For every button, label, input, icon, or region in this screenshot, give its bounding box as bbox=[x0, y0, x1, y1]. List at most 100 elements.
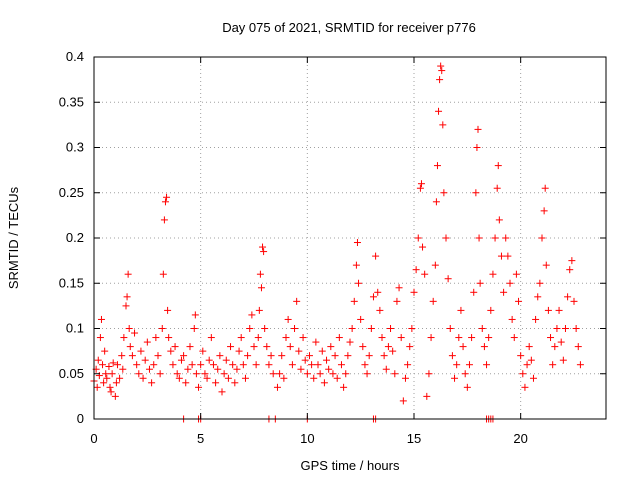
data-point bbox=[286, 343, 294, 351]
data-point bbox=[120, 334, 128, 342]
data-point bbox=[254, 334, 262, 342]
data-point bbox=[160, 216, 168, 224]
data-point bbox=[431, 261, 439, 269]
data-point bbox=[444, 275, 452, 283]
y-tick-label: 0.35 bbox=[59, 94, 84, 109]
data-point bbox=[421, 270, 429, 278]
data-point bbox=[320, 379, 328, 387]
data-point bbox=[293, 297, 301, 305]
data-point bbox=[541, 184, 549, 192]
data-point bbox=[451, 374, 459, 382]
data-point bbox=[372, 252, 380, 260]
data-point bbox=[465, 361, 473, 369]
data-point bbox=[105, 363, 113, 371]
data-point bbox=[126, 343, 134, 351]
data-point bbox=[566, 266, 574, 274]
data-point bbox=[280, 374, 288, 382]
data-point bbox=[350, 297, 358, 305]
data-point bbox=[346, 338, 354, 346]
data-point bbox=[502, 234, 510, 242]
data-point bbox=[171, 343, 179, 351]
data-point bbox=[480, 343, 488, 351]
data-point bbox=[318, 347, 326, 355]
data-point bbox=[325, 365, 333, 373]
data-point bbox=[367, 325, 375, 332]
data-point bbox=[316, 370, 324, 378]
data-point bbox=[111, 392, 119, 400]
data-point bbox=[487, 306, 495, 314]
data-point bbox=[448, 352, 456, 360]
data-point bbox=[97, 315, 105, 323]
data-point bbox=[131, 329, 139, 337]
data-point bbox=[103, 374, 111, 382]
data-point bbox=[335, 334, 343, 342]
data-point bbox=[177, 356, 185, 364]
data-point bbox=[527, 356, 535, 364]
data-point bbox=[96, 334, 104, 342]
data-point bbox=[468, 334, 476, 342]
data-point bbox=[93, 383, 101, 391]
data-point bbox=[303, 370, 311, 378]
data-point bbox=[572, 325, 580, 332]
data-point bbox=[256, 270, 264, 278]
data-point bbox=[547, 334, 555, 342]
data-point bbox=[417, 180, 425, 188]
data-point bbox=[459, 343, 467, 351]
data-point bbox=[182, 379, 190, 387]
data-point bbox=[135, 370, 143, 378]
data-point bbox=[387, 325, 395, 332]
data-point bbox=[534, 293, 542, 301]
data-point bbox=[478, 325, 486, 332]
data-point bbox=[455, 334, 463, 342]
data-point bbox=[154, 352, 162, 360]
data-point bbox=[506, 279, 514, 287]
data-point bbox=[314, 361, 322, 369]
data-point bbox=[553, 325, 561, 332]
data-point bbox=[568, 257, 576, 265]
x-tick-label: 0 bbox=[90, 431, 97, 446]
data-point bbox=[378, 334, 386, 342]
data-point bbox=[216, 352, 224, 360]
data-point bbox=[331, 352, 339, 360]
data-point bbox=[410, 288, 418, 296]
data-point bbox=[538, 234, 546, 242]
data-point bbox=[118, 352, 126, 360]
data-point bbox=[145, 365, 153, 373]
data-point bbox=[429, 297, 437, 305]
data-point bbox=[207, 334, 215, 342]
data-point bbox=[257, 284, 265, 292]
data-point bbox=[165, 334, 173, 342]
data-point bbox=[212, 379, 220, 387]
data-point bbox=[353, 239, 361, 247]
data-point bbox=[102, 370, 110, 378]
data-point bbox=[419, 243, 427, 251]
data-point bbox=[427, 334, 435, 342]
y-tick-label: 0.2 bbox=[66, 230, 84, 245]
data-point bbox=[107, 388, 115, 396]
data-point bbox=[542, 261, 550, 269]
data-point bbox=[521, 383, 529, 391]
data-point bbox=[551, 343, 559, 351]
data-point bbox=[209, 361, 217, 369]
data-point bbox=[133, 361, 141, 369]
data-point bbox=[252, 361, 260, 369]
data-point bbox=[561, 325, 569, 332]
data-point bbox=[397, 334, 405, 342]
data-point bbox=[195, 383, 203, 391]
data-point bbox=[544, 306, 552, 314]
data-point bbox=[246, 325, 254, 332]
data-point bbox=[344, 352, 352, 360]
data-point bbox=[175, 374, 183, 382]
data-point bbox=[276, 370, 284, 378]
data-point bbox=[235, 347, 243, 355]
data-point bbox=[399, 397, 407, 405]
data-point bbox=[365, 352, 373, 360]
data-point bbox=[291, 325, 299, 332]
data-point bbox=[408, 325, 416, 332]
data-point bbox=[500, 288, 508, 296]
data-point bbox=[404, 361, 412, 369]
data-point bbox=[190, 325, 198, 332]
data-point bbox=[355, 279, 363, 287]
data-point bbox=[457, 306, 465, 314]
data-point bbox=[224, 374, 232, 382]
